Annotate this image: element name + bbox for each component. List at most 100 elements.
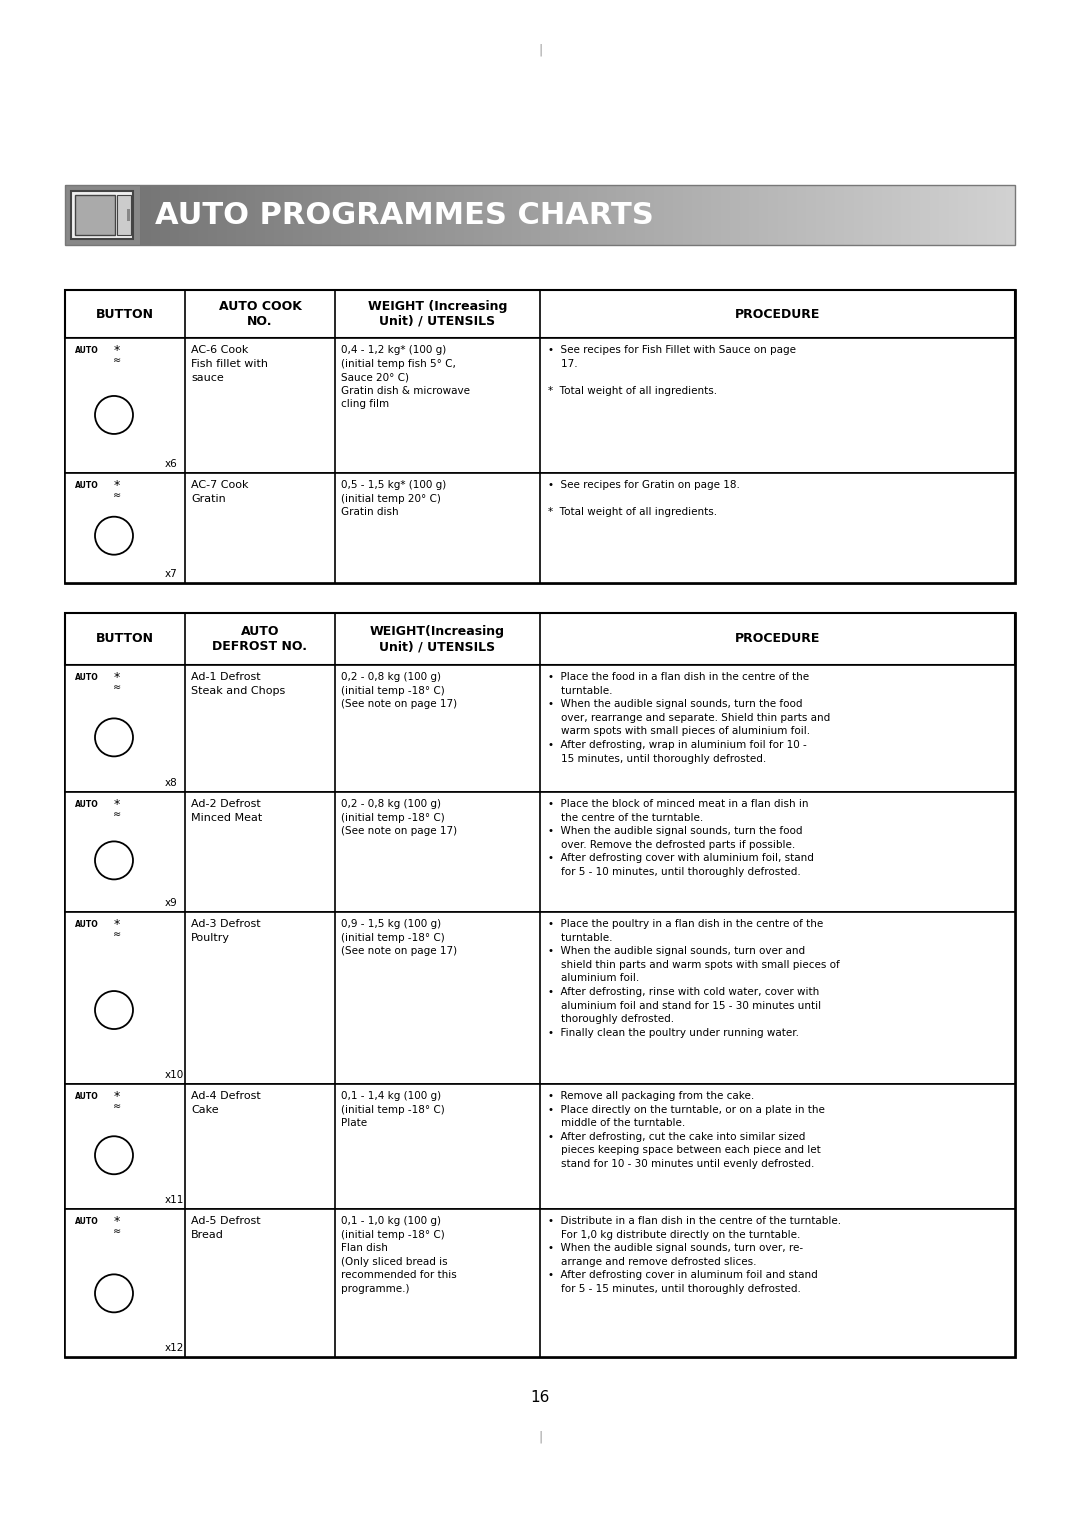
Text: x12: x12 <box>165 1343 185 1352</box>
Bar <box>70 185 76 244</box>
Text: BUTTON: BUTTON <box>96 633 154 645</box>
Bar <box>540 185 545 244</box>
Bar <box>402 185 408 244</box>
Text: x11: x11 <box>165 1195 185 1206</box>
Bar <box>469 185 474 244</box>
Bar <box>269 185 275 244</box>
Bar <box>896 185 902 244</box>
Bar <box>65 185 1015 244</box>
Bar <box>611 185 617 244</box>
Bar <box>702 185 707 244</box>
Bar <box>554 185 561 244</box>
Text: ≈: ≈ <box>113 354 121 365</box>
Bar <box>478 185 484 244</box>
Text: •  See recipes for Gratin on page 18.

*  Total weight of all ingredients.: • See recipes for Gratin on page 18. * T… <box>548 480 740 516</box>
Text: 0,2 - 0,8 kg (100 g)
(initial temp -18° C)
(See note on page 17): 0,2 - 0,8 kg (100 g) (initial temp -18° … <box>341 799 457 836</box>
Bar <box>146 185 151 244</box>
Bar <box>697 185 702 244</box>
Text: ≈: ≈ <box>113 1102 121 1111</box>
Bar <box>564 185 569 244</box>
Text: AUTO: AUTO <box>75 345 98 354</box>
Text: •  Place the food in a flan dish in the centre of the
    turntable.
•  When the: • Place the food in a flan dish in the c… <box>548 672 831 764</box>
Text: •  Distribute in a flan dish in the centre of the turntable.
    For 1,0 kg dist: • Distribute in a flan dish in the centr… <box>548 1216 841 1294</box>
Bar <box>972 185 978 244</box>
Bar <box>616 185 622 244</box>
Bar <box>108 185 113 244</box>
Bar <box>526 185 531 244</box>
Bar <box>687 185 693 244</box>
Bar <box>625 185 631 244</box>
Text: BUTTON: BUTTON <box>96 307 154 321</box>
Text: PROCEDURE: PROCEDURE <box>734 633 820 645</box>
Bar <box>435 185 442 244</box>
Bar <box>982 185 987 244</box>
Bar <box>336 185 341 244</box>
Bar <box>322 185 327 244</box>
Text: AUTO: AUTO <box>75 672 98 681</box>
Bar <box>127 209 130 222</box>
Bar <box>221 185 228 244</box>
Bar <box>160 185 165 244</box>
Bar <box>441 185 446 244</box>
Bar <box>996 185 1002 244</box>
Bar <box>184 185 189 244</box>
Bar <box>431 185 436 244</box>
Bar <box>203 185 208 244</box>
Bar <box>65 912 1015 1083</box>
Bar <box>573 185 579 244</box>
Bar <box>915 185 921 244</box>
Text: *: * <box>113 1089 120 1103</box>
Bar <box>326 185 332 244</box>
Bar <box>815 185 821 244</box>
Bar <box>378 185 384 244</box>
Bar <box>1001 185 1007 244</box>
Bar <box>274 185 280 244</box>
Bar <box>170 185 175 244</box>
Bar <box>407 185 413 244</box>
Bar <box>592 185 598 244</box>
Bar <box>316 185 323 244</box>
Bar <box>393 185 399 244</box>
Bar <box>483 185 489 244</box>
Bar <box>986 185 993 244</box>
Text: AUTO
DEFROST NO.: AUTO DEFROST NO. <box>213 625 308 652</box>
Text: 0,9 - 1,5 kg (100 g)
(initial temp -18° C)
(See note on page 17): 0,9 - 1,5 kg (100 g) (initial temp -18° … <box>341 918 457 957</box>
Bar <box>678 185 684 244</box>
Text: Ad-4 Defrost
Cake: Ad-4 Defrost Cake <box>191 1091 260 1115</box>
Text: AUTO: AUTO <box>75 481 98 490</box>
Bar <box>962 185 969 244</box>
Bar <box>293 185 299 244</box>
Bar <box>948 185 955 244</box>
Bar <box>150 185 157 244</box>
Bar <box>65 613 1015 1357</box>
Bar <box>934 185 940 244</box>
Bar <box>75 196 114 235</box>
Text: AUTO: AUTO <box>75 1216 98 1225</box>
Bar <box>118 185 123 244</box>
Bar <box>568 185 575 244</box>
Bar <box>388 185 394 244</box>
Bar <box>711 185 717 244</box>
Bar <box>654 185 660 244</box>
Text: 0,5 - 1,5 kg* (100 g)
(initial temp 20° C)
Gratin dish: 0,5 - 1,5 kg* (100 g) (initial temp 20° … <box>341 480 446 516</box>
Bar <box>649 185 654 244</box>
Bar <box>806 185 812 244</box>
Bar <box>179 185 185 244</box>
Bar <box>910 185 916 244</box>
Text: AUTO: AUTO <box>75 920 98 929</box>
Bar <box>631 185 636 244</box>
Bar <box>492 185 498 244</box>
Bar <box>958 185 963 244</box>
Bar <box>65 185 140 244</box>
Bar <box>507 185 513 244</box>
Bar <box>350 185 355 244</box>
Text: AUTO: AUTO <box>75 801 98 808</box>
Bar <box>778 185 783 244</box>
Bar <box>954 185 959 244</box>
Bar <box>754 185 759 244</box>
Bar <box>944 185 949 244</box>
Text: x6: x6 <box>165 458 178 469</box>
Bar <box>383 185 389 244</box>
Bar <box>374 185 379 244</box>
Bar <box>639 185 646 244</box>
